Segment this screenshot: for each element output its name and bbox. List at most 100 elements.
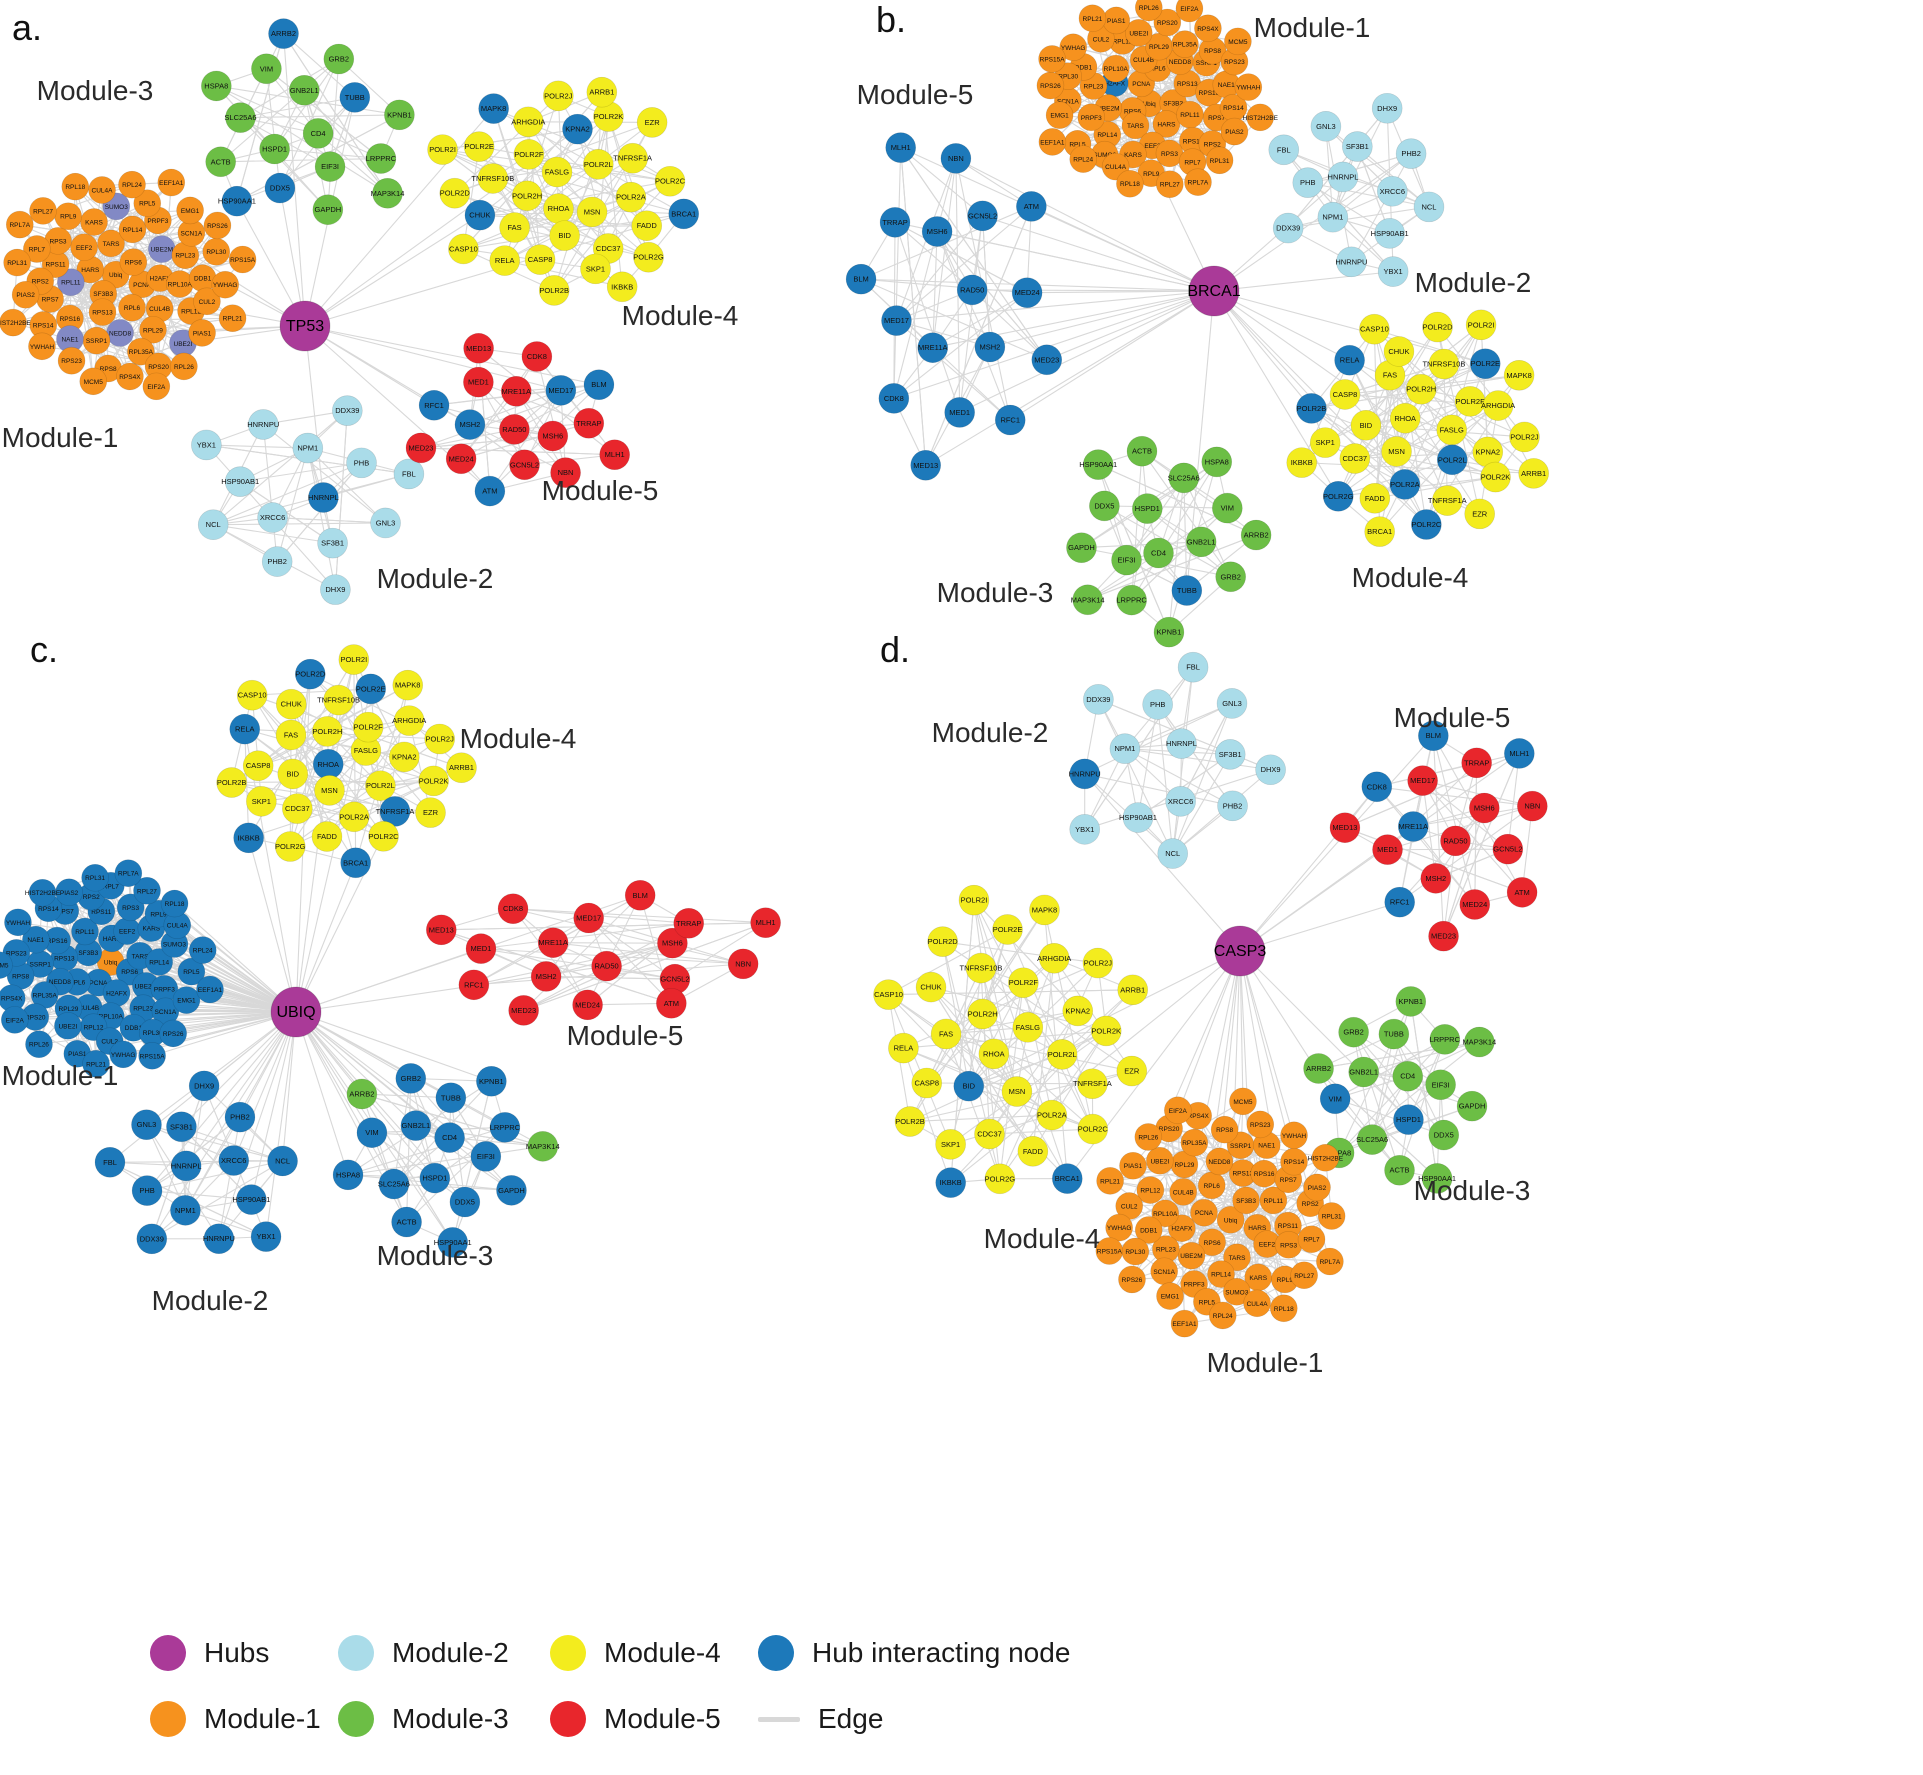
node-YWHAG[interactable]: YWHAG <box>211 270 240 299</box>
node-MRE11A[interactable]: MRE11A <box>917 332 949 363</box>
node-HSP90AB1[interactable]: HSP90AB1 <box>232 1184 270 1215</box>
node-KPNB1[interactable]: KPNB1 <box>476 1065 507 1097</box>
node-circle[interactable] <box>1327 161 1359 193</box>
node-GRB2[interactable]: GRB2 <box>1338 1016 1369 1048</box>
node-UBE2I[interactable]: UBE2I <box>54 1012 82 1040</box>
node-circle[interactable] <box>1464 1026 1495 1058</box>
node-circle[interactable] <box>545 375 577 406</box>
node-circle[interactable] <box>1303 1173 1331 1202</box>
node-circle[interactable] <box>23 235 51 263</box>
node-circle[interactable] <box>400 1110 432 1141</box>
node-PCNA[interactable]: PCNA <box>1190 1198 1218 1227</box>
node-circle[interactable] <box>631 210 663 241</box>
node-MSH2[interactable]: MSH2 <box>530 961 562 992</box>
node-POLR2C[interactable]: POLR2C <box>1411 509 1442 540</box>
node-circle[interactable] <box>1171 30 1199 58</box>
node-circle[interactable] <box>1171 575 1203 606</box>
node-CDC37[interactable]: CDC37 <box>1339 443 1371 474</box>
node-circle[interactable] <box>437 1227 469 1258</box>
hub-node-BRCA1[interactable]: BRCA1 <box>1187 265 1241 317</box>
node-circle[interactable] <box>1207 1260 1235 1288</box>
node-POLR2I[interactable]: POLR2I <box>958 884 990 916</box>
node-circle[interactable] <box>242 750 274 782</box>
node-FBL[interactable]: FBL <box>1177 651 1209 683</box>
node-circle[interactable] <box>965 952 997 984</box>
node-RPL27[interactable]: RPL27 <box>29 197 57 225</box>
node-GAPDH[interactable]: GAPDH <box>496 1175 527 1206</box>
node-RPL18[interactable]: RPL18 <box>1116 169 1144 198</box>
node-circle[interactable] <box>346 447 377 479</box>
node-circle[interactable] <box>1197 1171 1226 1200</box>
node-CD4[interactable]: CD4 <box>1143 537 1174 569</box>
node-FAS[interactable]: FAS <box>275 719 307 751</box>
node-circle[interactable] <box>1469 348 1501 380</box>
node-MED13[interactable]: MED13 <box>425 914 457 946</box>
node-MRE11A[interactable]: MRE11A <box>1397 811 1429 842</box>
node-circle[interactable] <box>1436 414 1468 446</box>
node-circle[interactable] <box>537 420 569 452</box>
node-TNFRSF1A[interactable]: TNFRSF1A <box>1428 485 1467 516</box>
node-circle[interactable] <box>1319 1083 1351 1115</box>
node-circle[interactable] <box>1176 100 1204 129</box>
node-circle[interactable] <box>1296 393 1327 424</box>
node-POLR2L[interactable]: POLR2L <box>365 770 396 801</box>
node-circle[interactable] <box>55 878 83 907</box>
node-circle[interactable] <box>1089 490 1120 522</box>
node-circle[interactable] <box>393 705 425 736</box>
node-UBE2M[interactable]: UBE2M <box>1177 1241 1206 1270</box>
node-circle[interactable] <box>236 1184 267 1215</box>
node-ACTB[interactable]: ACTB <box>391 1206 422 1238</box>
node-circle[interactable] <box>1229 1087 1257 1116</box>
node-circle[interactable] <box>509 449 540 481</box>
node-circle[interactable] <box>277 758 309 790</box>
node-circle[interactable] <box>29 197 57 225</box>
node-POLR2J[interactable]: POLR2J <box>424 723 455 755</box>
node-circle[interactable] <box>88 298 117 326</box>
node-circle[interactable] <box>1255 754 1286 786</box>
node-RPS26[interactable]: RPS26 <box>1118 1265 1146 1294</box>
node-circle[interactable] <box>1096 1167 1124 1195</box>
node-circle[interactable] <box>930 1018 962 1050</box>
node-CDK8[interactable]: CDK8 <box>1361 771 1393 803</box>
node-circle[interactable] <box>1046 1039 1078 1070</box>
node-RPL31[interactable]: RPL31 <box>3 248 31 277</box>
node-circle[interactable] <box>4 908 32 937</box>
node-circle[interactable] <box>944 397 975 428</box>
node-circle[interactable] <box>346 1078 378 1110</box>
node-circle[interactable] <box>1111 544 1142 576</box>
node-DDX39[interactable]: DDX39 <box>332 395 363 426</box>
node-circle[interactable] <box>1310 111 1342 142</box>
node-circle[interactable] <box>1243 1289 1271 1318</box>
node-MED17[interactable]: MED17 <box>573 902 604 934</box>
node-circle[interactable] <box>1274 1230 1303 1259</box>
node-circle[interactable] <box>656 987 687 1019</box>
node-circle[interactable] <box>1090 1015 1122 1047</box>
node-circle[interactable] <box>292 432 324 464</box>
node-POLR2I[interactable]: POLR2I <box>427 134 458 165</box>
node-ACTB[interactable]: ACTB <box>1126 435 1158 467</box>
node-circle[interactable] <box>1116 169 1144 198</box>
node-circle[interactable] <box>1378 1018 1410 1050</box>
node-CD4[interactable]: CD4 <box>434 1122 465 1153</box>
node-circle[interactable] <box>1383 336 1415 367</box>
node-circle[interactable] <box>1316 1247 1344 1276</box>
node-circle[interactable] <box>1418 720 1449 752</box>
node-circle[interactable] <box>81 863 109 892</box>
node-MLH1[interactable]: MLH1 <box>599 439 630 471</box>
node-SSRP1[interactable]: SSRP1 <box>82 326 111 355</box>
node-NCL[interactable]: NCL <box>197 509 229 540</box>
node-circle[interactable] <box>1177 651 1209 683</box>
node-RPL10A[interactable]: RPL10A <box>1101 54 1130 83</box>
node-TNFRSF1A[interactable]: TNFRSF1A <box>1073 1068 1112 1100</box>
node-circle[interactable] <box>142 372 171 401</box>
node-circle[interactable] <box>1012 1011 1044 1043</box>
node-circle[interactable] <box>114 859 143 887</box>
node-BRCA1[interactable]: BRCA1 <box>1364 516 1395 547</box>
node-circle[interactable] <box>1168 462 1200 494</box>
node-circle[interactable] <box>274 831 306 862</box>
node-circle[interactable] <box>1311 1143 1340 1172</box>
node-circle[interactable] <box>1157 838 1189 869</box>
node-ATM[interactable]: ATM <box>1016 191 1047 222</box>
node-circle[interactable] <box>116 362 144 391</box>
node-circle[interactable] <box>82 326 111 355</box>
